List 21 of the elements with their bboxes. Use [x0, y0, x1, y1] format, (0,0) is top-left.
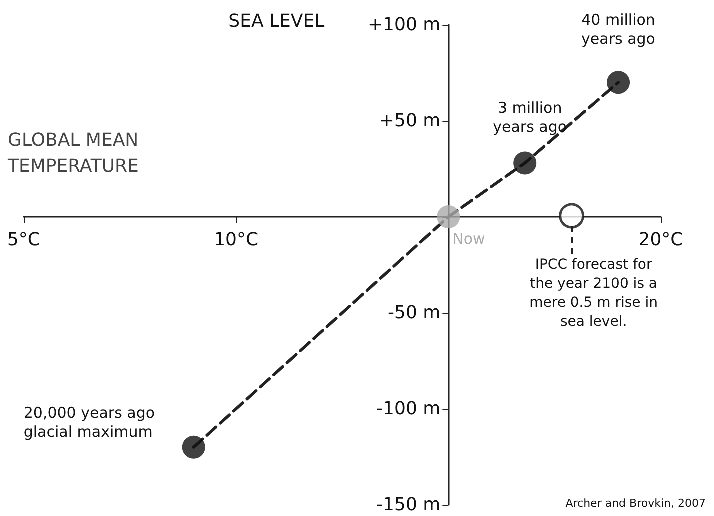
- point: [437, 206, 460, 228]
- y-axis-title: SEA LEVEL: [228, 11, 325, 32]
- y-tick-label: -150 m: [376, 494, 441, 516]
- point: [514, 152, 537, 175]
- x-axis-title: GLOBAL MEAN TEMPERATURE: [8, 129, 140, 179]
- annotation: Now: [452, 230, 486, 249]
- y-tick-label: -50 m: [388, 302, 441, 324]
- annotation: IPCC forecast for the year 2100 is a mere 0.5 m rise in sea level.: [528, 256, 659, 332]
- annotation: Archer and Brovkin, 2007: [566, 496, 706, 512]
- point: [607, 71, 630, 94]
- x-tick-label: 5°C: [7, 230, 41, 250]
- y-tick-label: +100 m: [368, 14, 441, 36]
- point: [182, 436, 206, 459]
- annotation: 40 million years ago: [580, 10, 656, 49]
- y-tick-label: -100 m: [376, 398, 441, 420]
- x-tick-label: 10°C: [214, 230, 259, 250]
- annotation: 20,000 years ago glacial maximum: [24, 404, 156, 442]
- y-tick-label: +50 m: [379, 110, 441, 132]
- annotation: 3 million years ago: [492, 99, 568, 138]
- x-tick-label: 20°C: [638, 230, 684, 250]
- point: [559, 203, 585, 229]
